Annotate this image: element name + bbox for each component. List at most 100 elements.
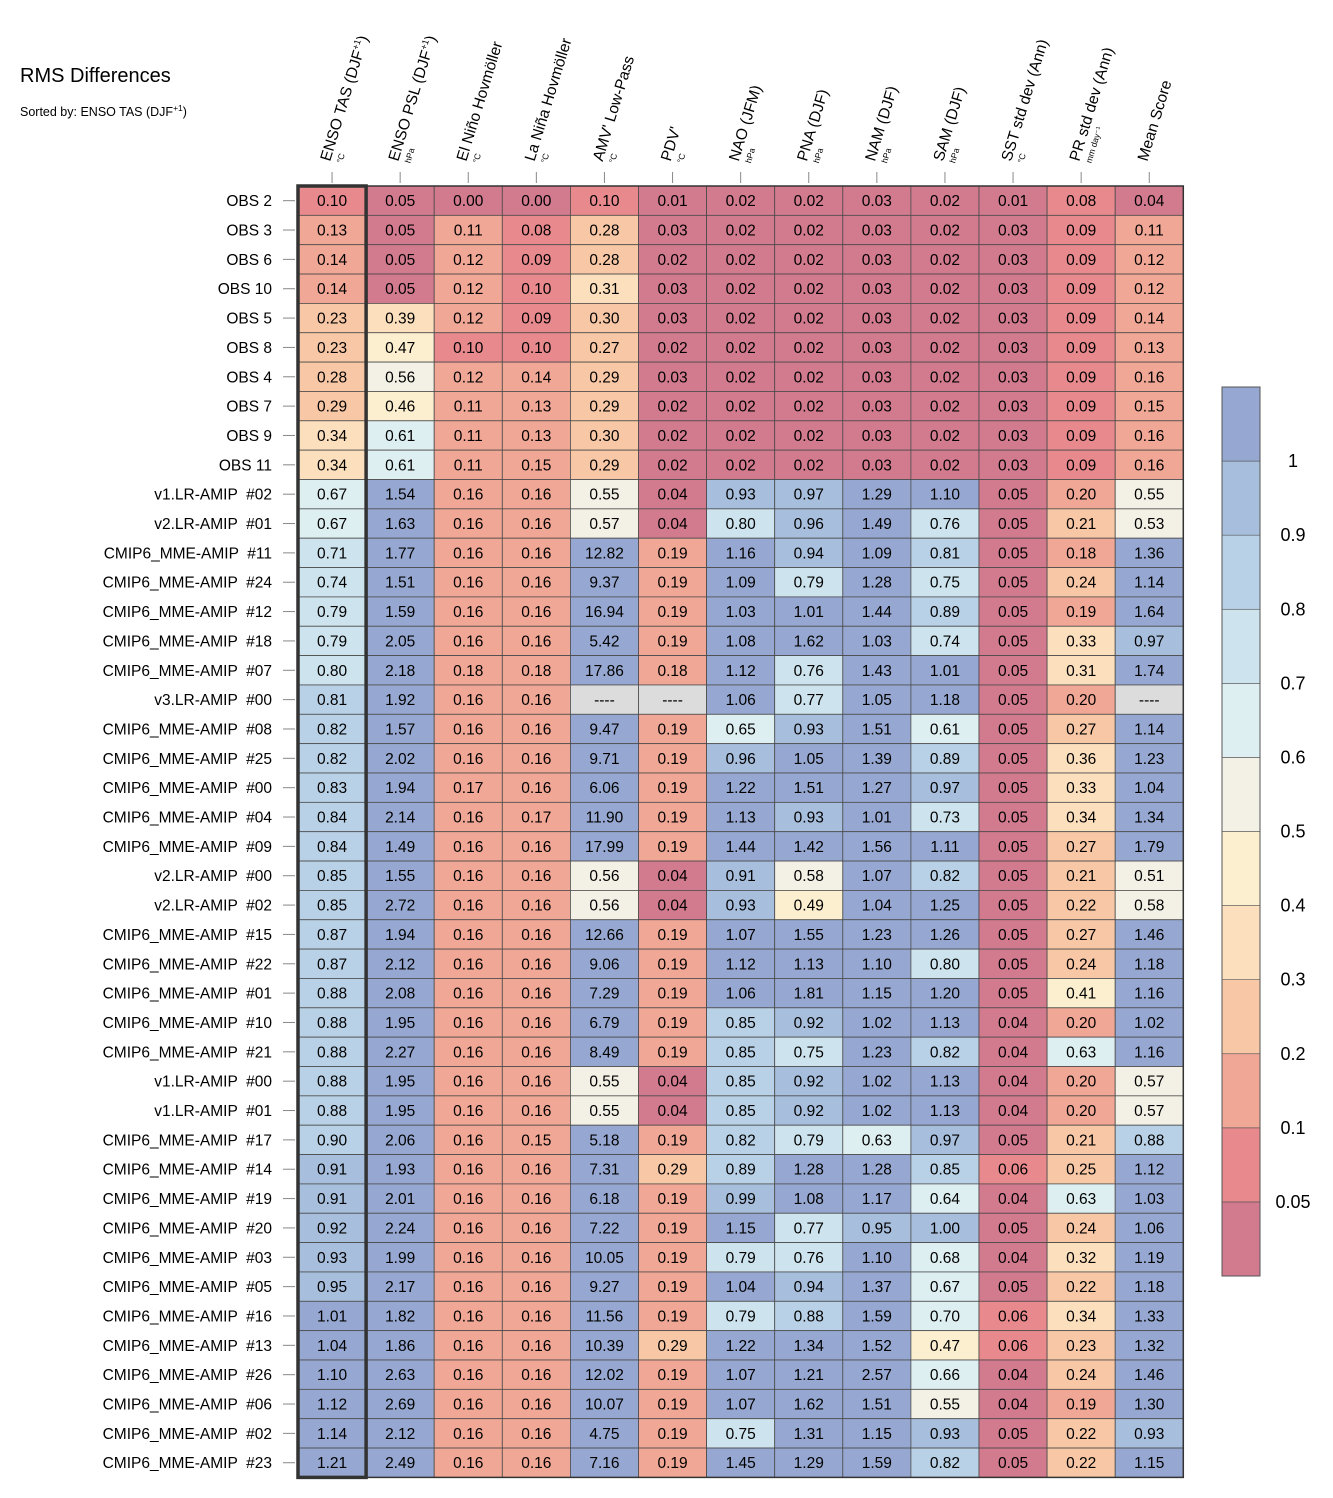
cell-value: 0.63 <box>1066 1191 1096 1208</box>
cell-value: 0.18 <box>453 663 483 680</box>
heatmap-cell <box>1114 1388 1184 1420</box>
cell-value: 0.05 <box>998 1426 1028 1443</box>
row-label: CMIP6_MME-AMIP #08 <box>103 721 272 738</box>
cell-value: 0.19 <box>657 1220 687 1237</box>
cell-value: 0.02 <box>794 457 824 474</box>
cell-value: 0.03 <box>657 281 687 298</box>
cell-value: 0.15 <box>1134 399 1164 416</box>
cell-value: 1.16 <box>1134 1044 1164 1061</box>
cell-value: 1.12 <box>726 956 756 973</box>
cell-value: 0.82 <box>317 721 347 738</box>
heatmap-cell <box>297 273 367 304</box>
cell-value: 0.02 <box>794 399 824 416</box>
cell-value: 4.75 <box>589 1426 619 1443</box>
cell-value: 1.29 <box>862 487 892 504</box>
heatmap-cell <box>501 684 571 715</box>
heatmap-cell <box>638 391 707 422</box>
cell-value: 1.52 <box>862 1338 892 1355</box>
row-label: CMIP6_MME-AMIP #01 <box>103 986 272 1003</box>
heatmap-cell <box>433 302 503 334</box>
cell-value: 0.12 <box>1134 281 1164 298</box>
heatmap-cell <box>365 1330 435 1361</box>
heatmap-cell <box>842 831 912 862</box>
cell-value: 0.16 <box>453 1426 483 1443</box>
heatmap-cell <box>638 479 707 510</box>
cell-value: 1.55 <box>794 927 824 944</box>
cell-value: 0.29 <box>589 457 619 474</box>
heatmap-cell <box>774 948 844 979</box>
cell-value: 0.15 <box>521 1132 551 1149</box>
row-label: CMIP6_MME-AMIP #06 <box>103 1397 272 1414</box>
cell-value: 0.16 <box>521 780 551 797</box>
sort-column-highlight <box>296 184 368 1480</box>
cell-value: 0.09 <box>1066 281 1096 298</box>
cell-value: 0.02 <box>930 399 960 416</box>
cell-value: 0.31 <box>1066 663 1096 680</box>
column-header: PDV'°C <box>658 125 687 164</box>
cell-value: 2.12 <box>385 956 415 973</box>
cell-value: 0.02 <box>726 223 756 240</box>
heatmap-cell <box>706 332 776 363</box>
heatmap-cell <box>910 479 980 510</box>
cell-value: 0.67 <box>317 516 347 533</box>
cell-value: 1.51 <box>862 1397 892 1414</box>
cell-value: 6.18 <box>589 1191 619 1208</box>
heatmap-cell <box>638 508 707 539</box>
heatmap-cell <box>433 214 503 246</box>
heatmap-cell <box>910 1183 980 1214</box>
heatmap-cell <box>297 1242 367 1273</box>
cell-value: 0.00 <box>521 193 552 210</box>
column-unit: °C <box>607 152 619 164</box>
cell-value: 0.39 <box>385 311 415 328</box>
heatmap-cell <box>433 1124 503 1155</box>
heatmap-cell <box>638 801 707 833</box>
cell-value: 0.10 <box>521 340 552 357</box>
cell-value: 0.05 <box>385 223 415 240</box>
cell-value: 0.82 <box>930 1455 960 1472</box>
heatmap-cell <box>910 890 980 921</box>
cell-value: 0.05 <box>998 1132 1028 1149</box>
cell-value: 1.10 <box>862 1250 893 1267</box>
cell-value: 11.56 <box>586 1308 624 1325</box>
cell-value: 1.54 <box>385 487 416 504</box>
cell-value: 0.20 <box>1066 1074 1097 1091</box>
cell-value: 1.95 <box>385 1074 415 1091</box>
cell-value: 1.43 <box>862 663 892 680</box>
heatmap-cell <box>1114 185 1184 216</box>
heatmap-cell <box>297 1066 367 1097</box>
heatmap-cell <box>842 1124 912 1155</box>
cell-value: 0.12 <box>1134 252 1164 269</box>
cell-value: 0.09 <box>1066 428 1096 445</box>
cell-value: 0.19 <box>657 633 687 650</box>
cell-value: 1.29 <box>794 1455 824 1472</box>
cell-value: 0.02 <box>794 252 824 269</box>
column-name-end: ) <box>422 34 440 44</box>
cell-value: 1.08 <box>794 1191 824 1208</box>
cell-value: 0.04 <box>657 898 688 915</box>
cell-value: 0.04 <box>998 1367 1029 1384</box>
heatmap-cell <box>842 273 912 304</box>
heatmap-cell <box>842 1095 912 1126</box>
heatmap-cell <box>842 1359 912 1390</box>
cell-value: 5.18 <box>589 1132 619 1149</box>
cell-value: 0.93 <box>794 721 824 738</box>
heatmap-cell <box>978 508 1048 539</box>
cell-value: 0.11 <box>454 428 483 445</box>
cell-value: 0.06 <box>998 1338 1028 1355</box>
cell-value: 1.00 <box>930 1220 961 1237</box>
heatmap-cell <box>978 1036 1048 1067</box>
heatmap-cell <box>433 890 503 921</box>
heatmap-cell <box>978 214 1048 246</box>
heatmap-cell <box>501 890 571 921</box>
heatmap-cell <box>706 1212 776 1244</box>
heatmap-cell <box>842 449 912 480</box>
column-header: PR std dev (Ann)mm day⁻¹ <box>1067 45 1118 164</box>
heatmap-cell <box>1046 1418 1116 1449</box>
heatmap-cell <box>1046 1007 1116 1038</box>
heatmap-cell <box>501 948 571 979</box>
heatmap-cell <box>297 1154 367 1185</box>
cell-value: 6.06 <box>589 780 619 797</box>
cell-value: 0.09 <box>521 252 551 269</box>
row-label: CMIP6_MME-AMIP #22 <box>103 956 272 973</box>
cell-value: 0.63 <box>862 1132 892 1149</box>
